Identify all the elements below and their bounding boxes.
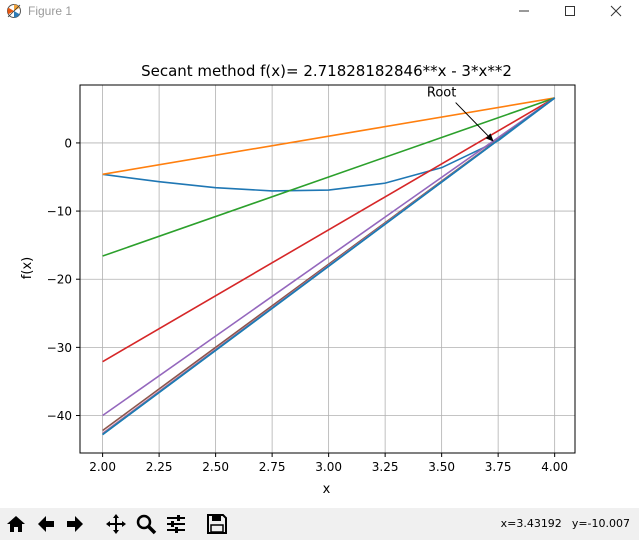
secant-line-3 <box>102 97 556 363</box>
x-ticks: 2.00 2.25 2.50 2.75 3.00 3.25 3.50 3.75 4.00 <box>89 453 568 474</box>
root-label: Root <box>427 86 456 101</box>
home-icon <box>7 516 25 532</box>
y-tick-label: −30 <box>47 341 72 355</box>
forward-icon <box>67 516 83 532</box>
forward-button[interactable] <box>62 511 88 537</box>
x-tick-label: 2.50 <box>202 460 229 474</box>
maximize-button[interactable] <box>547 0 593 22</box>
navigation-toolbar: x=3.43192 y=-10.007 <box>0 508 639 540</box>
secant-line-1 <box>102 97 555 176</box>
title-bar: Figure 1 <box>0 0 639 22</box>
y-tick-label: −40 <box>47 409 72 423</box>
figure-canvas[interactable]: Secant method f(x)= 2.71828182846**x - 3… <box>0 22 639 508</box>
x-tick-label: 3.25 <box>372 460 399 474</box>
home-button[interactable] <box>3 511 29 537</box>
x-tick-label: 2.75 <box>259 460 286 474</box>
minimize-icon <box>519 10 529 12</box>
y-tick-label: −10 <box>47 205 72 219</box>
y-tick-label: 0 <box>64 136 72 150</box>
chart-title: Secant method f(x)= 2.71828182846**x - 3… <box>141 62 512 80</box>
coordinate-readout: x=3.43192 y=-10.007 <box>480 517 630 530</box>
x-tick-label: 3.50 <box>428 460 455 474</box>
root-arrow <box>455 102 489 137</box>
x-tick-label: 2.00 <box>89 460 116 474</box>
axes-frame <box>79 84 576 454</box>
x-coordinate: x=3.43192 <box>500 517 562 530</box>
matplotlib-icon <box>7 4 21 18</box>
y-axis-label: f(x) <box>20 257 35 279</box>
y-tick-label: −20 <box>47 273 72 287</box>
save-icon <box>207 514 227 534</box>
x-tick-label: 3.00 <box>315 460 342 474</box>
zoom-button[interactable] <box>133 511 159 537</box>
window-title: Figure 1 <box>28 4 73 18</box>
series-layer <box>102 97 556 436</box>
x-tick-label: 3.75 <box>485 460 512 474</box>
x-axis-label: x <box>323 482 331 497</box>
close-icon <box>610 5 622 17</box>
zoom-icon <box>136 514 157 535</box>
save-button[interactable] <box>204 511 230 537</box>
secant-line-9 <box>102 97 556 436</box>
maximize-icon <box>565 6 575 16</box>
configure-subplots-button[interactable] <box>163 511 189 537</box>
pan-button[interactable] <box>103 511 129 537</box>
root-annotation: Root <box>427 86 494 142</box>
back-icon <box>38 516 54 532</box>
pan-icon <box>106 514 126 534</box>
close-button[interactable] <box>593 0 639 22</box>
minimize-button[interactable] <box>501 0 547 22</box>
back-button[interactable] <box>33 511 59 537</box>
x-tick-label: 2.25 <box>146 460 173 474</box>
x-tick-label: 4.00 <box>541 460 568 474</box>
root-arrowhead <box>485 133 494 142</box>
y-ticks: −40 −30 −20 −10 0 <box>47 136 80 423</box>
y-coordinate: y=-10.007 <box>571 517 630 530</box>
secant-line-2 <box>102 97 555 257</box>
secant-line-4 <box>102 97 556 417</box>
configure-subplots-icon <box>167 515 185 533</box>
function-curve <box>102 97 556 192</box>
